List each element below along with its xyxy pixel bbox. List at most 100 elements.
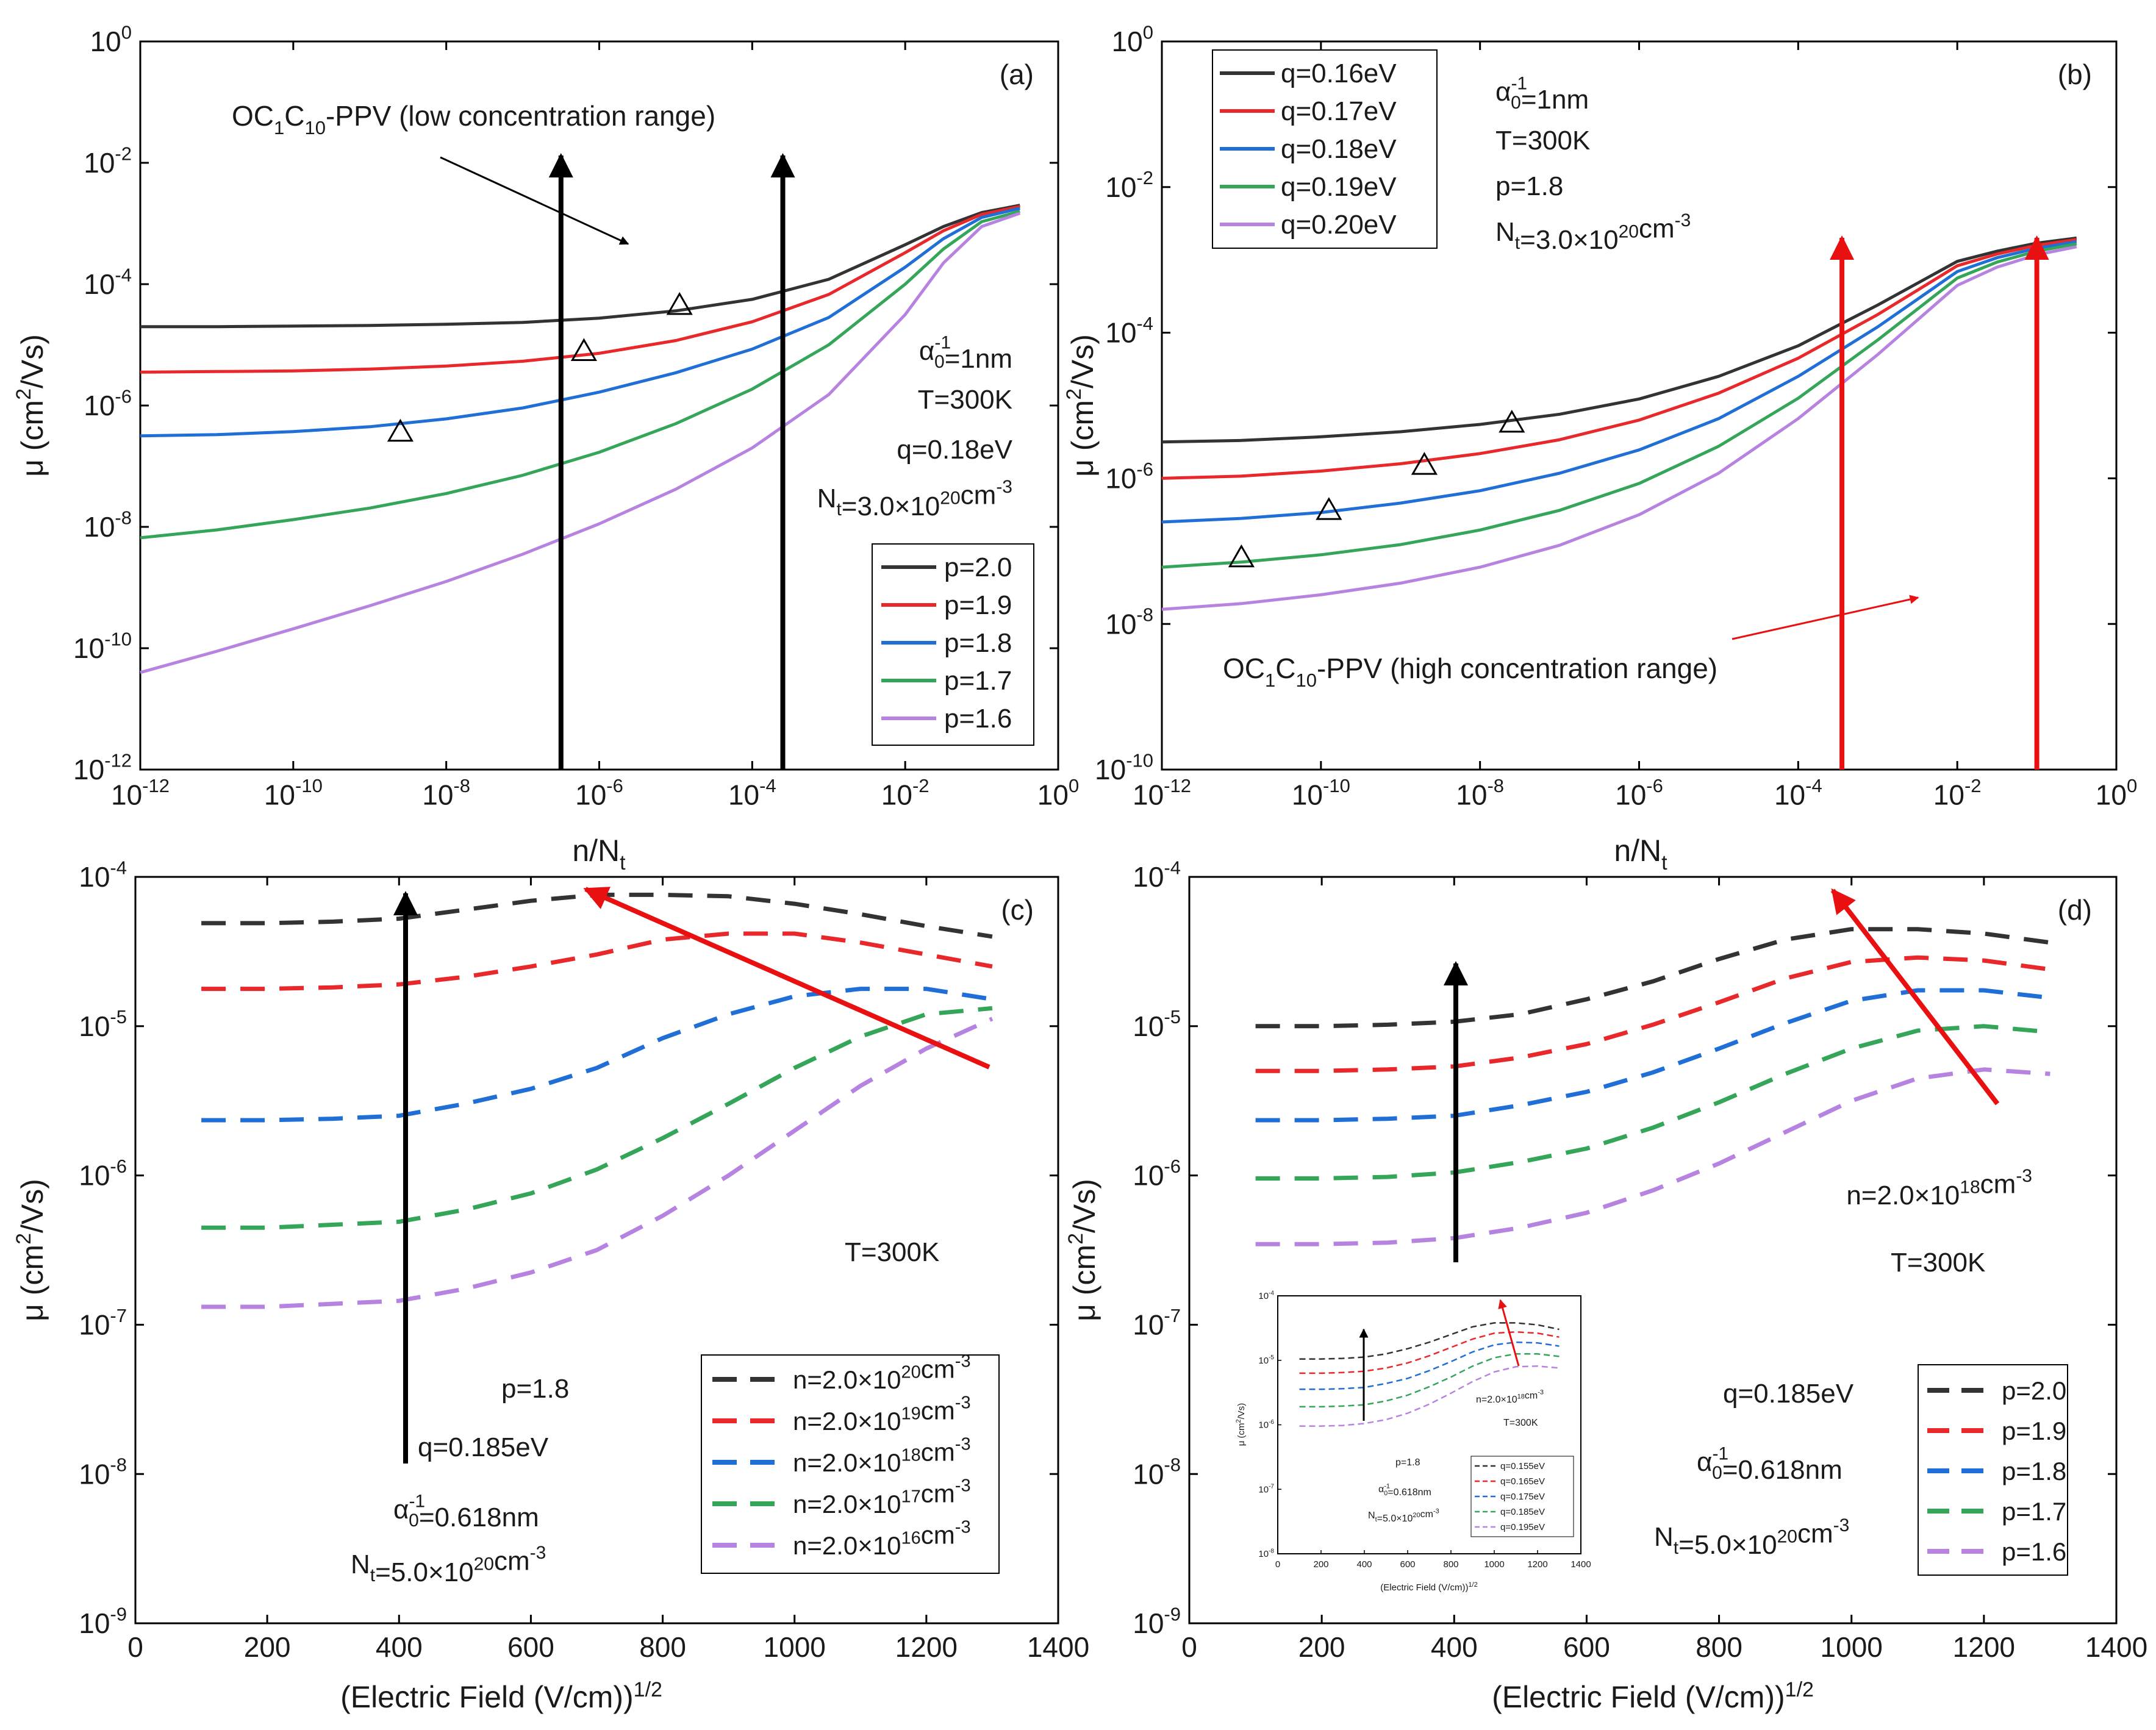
y-tick-label: 100 xyxy=(90,21,132,57)
text-span: μ (cm xyxy=(15,400,49,477)
text-span: N xyxy=(1654,1522,1674,1552)
text-span: q=0.185eV xyxy=(1723,1379,1854,1409)
tick-exponent: -6 xyxy=(115,385,132,407)
x-tick-label: 800 xyxy=(1696,1631,1742,1663)
superscript: 1/2 xyxy=(634,1678,662,1701)
y-tick-label: 10-8 xyxy=(84,507,132,543)
text-span: C xyxy=(284,100,304,132)
legend-label: p=1.6 xyxy=(2002,1537,2066,1566)
text-span: cm xyxy=(921,1479,955,1507)
text-span: =0.618nm xyxy=(1388,1487,1431,1498)
y-tick-label: 10-6 xyxy=(84,385,132,421)
superscript: 20 xyxy=(1413,1512,1420,1519)
y-tick-label: 10-12 xyxy=(73,749,132,785)
text-span: 10 xyxy=(1105,608,1136,640)
text-span: α xyxy=(919,336,934,366)
series-line-green xyxy=(140,210,1020,540)
y-tick-label: 10-2 xyxy=(84,143,132,179)
panel-label: (a) xyxy=(1000,59,1034,90)
series-line-blue xyxy=(201,987,993,1123)
series-line-red xyxy=(1161,238,2077,480)
tick-exponent: -9 xyxy=(1164,1603,1181,1625)
tick-exponent: -6 xyxy=(1136,459,1153,480)
superscript: 20 xyxy=(474,1554,494,1575)
series-line-purple xyxy=(140,212,1021,674)
y-tick-label: 10-4 xyxy=(79,857,127,893)
inset-legend-label: q=0.185eV xyxy=(1500,1507,1545,1517)
y-axis-label: μ (cm2/Vs) xyxy=(12,334,49,477)
triangle-marker xyxy=(666,291,693,315)
tick-exponent: -10 xyxy=(295,775,323,796)
x-tick-label: 1400 xyxy=(1027,1631,1089,1663)
legend-label: p=2.0 xyxy=(944,552,1012,582)
text-span: cm xyxy=(1525,1390,1538,1401)
annotation-text: T=300K xyxy=(1891,1248,1985,1278)
subscript: t xyxy=(370,1565,376,1585)
tick-exponent: -7 xyxy=(110,1305,127,1326)
subscript: 0 xyxy=(934,352,945,372)
y-tick-label: 10-8 xyxy=(79,1454,127,1490)
subscript: t xyxy=(836,499,842,520)
text-span: n=2.0×10 xyxy=(793,1490,901,1518)
text-span: N xyxy=(1368,1510,1375,1521)
text-span: n/N xyxy=(1614,834,1661,868)
y-tick-label: 10-2 xyxy=(1105,167,1153,203)
x-tick-label: 100 xyxy=(2096,775,2137,811)
annotation-text: T=300K xyxy=(1495,126,1590,155)
x-tick-label: 1200 xyxy=(1953,1631,2015,1663)
tick-exponent: -4 xyxy=(115,264,132,285)
tick-exponent: -2 xyxy=(115,143,132,164)
material-arrow xyxy=(1732,595,1919,640)
triangle-marker xyxy=(570,338,598,361)
y-tick-label: 10-9 xyxy=(79,1603,127,1639)
triangle-marker xyxy=(1228,544,1255,568)
y-tick-label: 10-6 xyxy=(79,1156,127,1192)
annotation-text: T=300K xyxy=(918,385,1012,415)
text-span: 10 xyxy=(1258,1291,1269,1301)
text-span: 10 xyxy=(1258,1420,1269,1431)
text-span: cm xyxy=(921,1396,955,1424)
tick-exponent: -6 xyxy=(110,1156,127,1177)
x-tick-label: 10-2 xyxy=(881,775,929,811)
text-span: 10 xyxy=(79,1160,110,1192)
annotation-text: Nt=3.0×1020cm-3 xyxy=(817,477,1012,521)
text-span: 10 xyxy=(79,1309,110,1341)
legend: n=2.0×1020cm-3n=2.0×1019cm-3n=2.0×1018cm… xyxy=(701,1352,1000,1574)
inset-annotation: T=300K xyxy=(1503,1418,1538,1428)
inset-x-axis-label: (Electric Field (V/cm))1/2 xyxy=(1380,1581,1477,1593)
annotation-text: q=0.185eV xyxy=(418,1432,549,1462)
subscript: 0 xyxy=(1511,93,1521,113)
y-tick-label: 10-4 xyxy=(84,264,132,300)
text-span: 10 xyxy=(1615,779,1646,811)
text-span: =1nm xyxy=(1521,85,1589,115)
legend-label: q=0.16eV xyxy=(1281,59,1397,88)
x-axis-label: (Electric Field (V/cm))1/2 xyxy=(340,1678,662,1714)
text-span: n=2.0×10 xyxy=(793,1407,901,1435)
superscript: 1/2 xyxy=(1785,1678,1814,1701)
x-axis-label: n/Nt xyxy=(1614,834,1667,874)
inset-x-tick-label: 200 xyxy=(1313,1559,1328,1570)
x-tick-label: 600 xyxy=(1563,1631,1610,1663)
text-span: cm xyxy=(961,481,997,510)
y-tick-label: 10-7 xyxy=(79,1305,127,1341)
legend-label: p=1.7 xyxy=(2002,1497,2066,1526)
text-span: p=1.8 xyxy=(1395,1457,1420,1468)
y-tick-label: 10-10 xyxy=(73,628,132,664)
tick-exponent: -4 xyxy=(759,775,776,796)
tick-exponent: -8 xyxy=(115,507,132,528)
plot-frame xyxy=(1188,876,2118,1625)
text-span: p=1.8 xyxy=(1495,171,1563,201)
tick-exponent: -8 xyxy=(1487,775,1504,796)
superscript: 2 xyxy=(1235,1419,1242,1423)
inset-legend-label: q=0.165eV xyxy=(1500,1476,1545,1487)
superscript: 18 xyxy=(901,1445,921,1465)
text-span: (Electric Field (V/cm)) xyxy=(1492,1680,1785,1714)
x-tick-label: 10-4 xyxy=(1774,775,1822,811)
tick-exponent: -5 xyxy=(110,1006,127,1028)
tick-exponent: 0 xyxy=(2127,775,2137,796)
panel-c: 0 200 400 600 800 1000 1200 140010-910-810-710-… xyxy=(12,857,1089,1714)
inset-series-line-black xyxy=(1299,1322,1560,1360)
text-span: /Vs) xyxy=(1065,334,1100,388)
annotation-text: p=1.8 xyxy=(1495,171,1563,201)
tick-exponent: -8 xyxy=(110,1454,127,1476)
